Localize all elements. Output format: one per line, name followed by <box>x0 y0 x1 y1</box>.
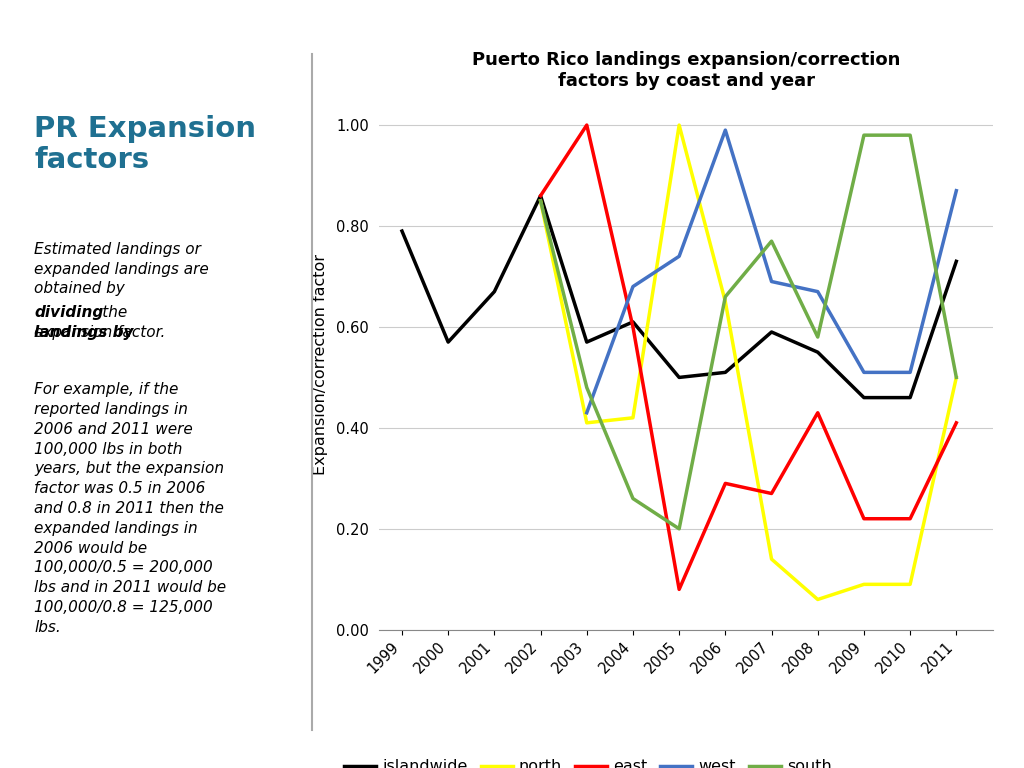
Text: For example, if the
reported landings in
2006 and 2011 were
100,000 lbs in both
: For example, if the reported landings in… <box>35 382 226 635</box>
Text: PR Expansion
factors: PR Expansion factors <box>35 115 256 174</box>
Legend: islandwide, north, east, west, south: islandwide, north, east, west, south <box>338 753 839 768</box>
Y-axis label: Expansion/correction factor: Expansion/correction factor <box>313 254 328 475</box>
Text: Estimated landings or
expanded landings are
obtained by: Estimated landings or expanded landings … <box>35 242 209 296</box>
Text: dividing
landings by: dividing landings by <box>35 306 134 340</box>
Text: the
expansion factor.: the expansion factor. <box>35 306 166 340</box>
Title: Puerto Rico landings expansion/correction
factors by coast and year: Puerto Rico landings expansion/correctio… <box>472 51 900 90</box>
